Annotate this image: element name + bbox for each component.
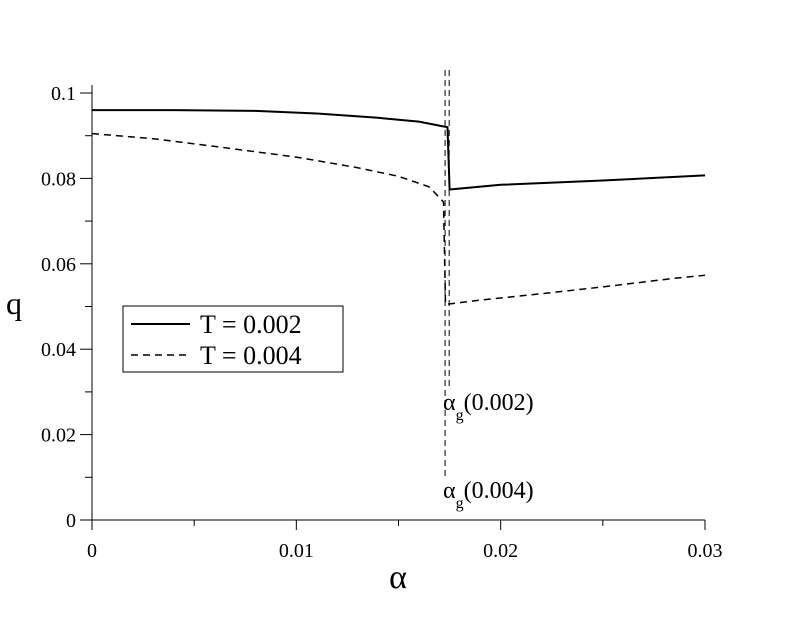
annotation-symbol: α [443, 478, 456, 504]
x-tick-label: 0.01 [279, 540, 314, 562]
legend-box [122, 305, 344, 373]
y-tick-label: 0.02 [41, 425, 76, 447]
series-line-t0004 [91, 132, 706, 306]
axes [80, 85, 706, 530]
annotation-subscript: g [456, 495, 464, 512]
y-axis-label: q [6, 285, 22, 321]
y-tick-label: 0.04 [41, 339, 76, 361]
annotation-alpha-g-0002: αg(0.002) [443, 390, 534, 424]
x-tick-label: 0.03 [688, 540, 723, 562]
annotation-subscript: g [456, 407, 464, 424]
series-line-t0002 [92, 109, 706, 191]
legend-label-t0004: T = 0.004 [200, 341, 302, 370]
annotation-alpha-g-0004: αg(0.004) [443, 478, 534, 512]
y-tick-label: 0.1 [51, 83, 76, 105]
y-tick-label: 0.06 [41, 254, 76, 276]
x-tick-label: 0.02 [483, 540, 518, 562]
annotation-value: (0.002) [464, 390, 534, 416]
y-tick-label: 0.08 [41, 168, 76, 190]
series-lines [91, 109, 706, 306]
annotation-symbol: α [443, 390, 456, 416]
svg-text:αg(0.004): αg(0.004) [443, 478, 534, 512]
x-axis-label: α [389, 559, 407, 596]
tick-labels: 0 0.01 0.02 0.03 0 0.02 0.04 0.06 0.08 0.1 [41, 83, 723, 562]
y-tick-label: 0 [66, 510, 76, 532]
annotation-value: (0.004) [464, 478, 534, 504]
x-tick-label: 0 [87, 540, 97, 562]
legend-label-t0002: T = 0.002 [200, 310, 302, 339]
legend: T = 0.002 T = 0.004 [122, 305, 344, 373]
svg-text:αg(0.002): αg(0.002) [443, 390, 534, 424]
